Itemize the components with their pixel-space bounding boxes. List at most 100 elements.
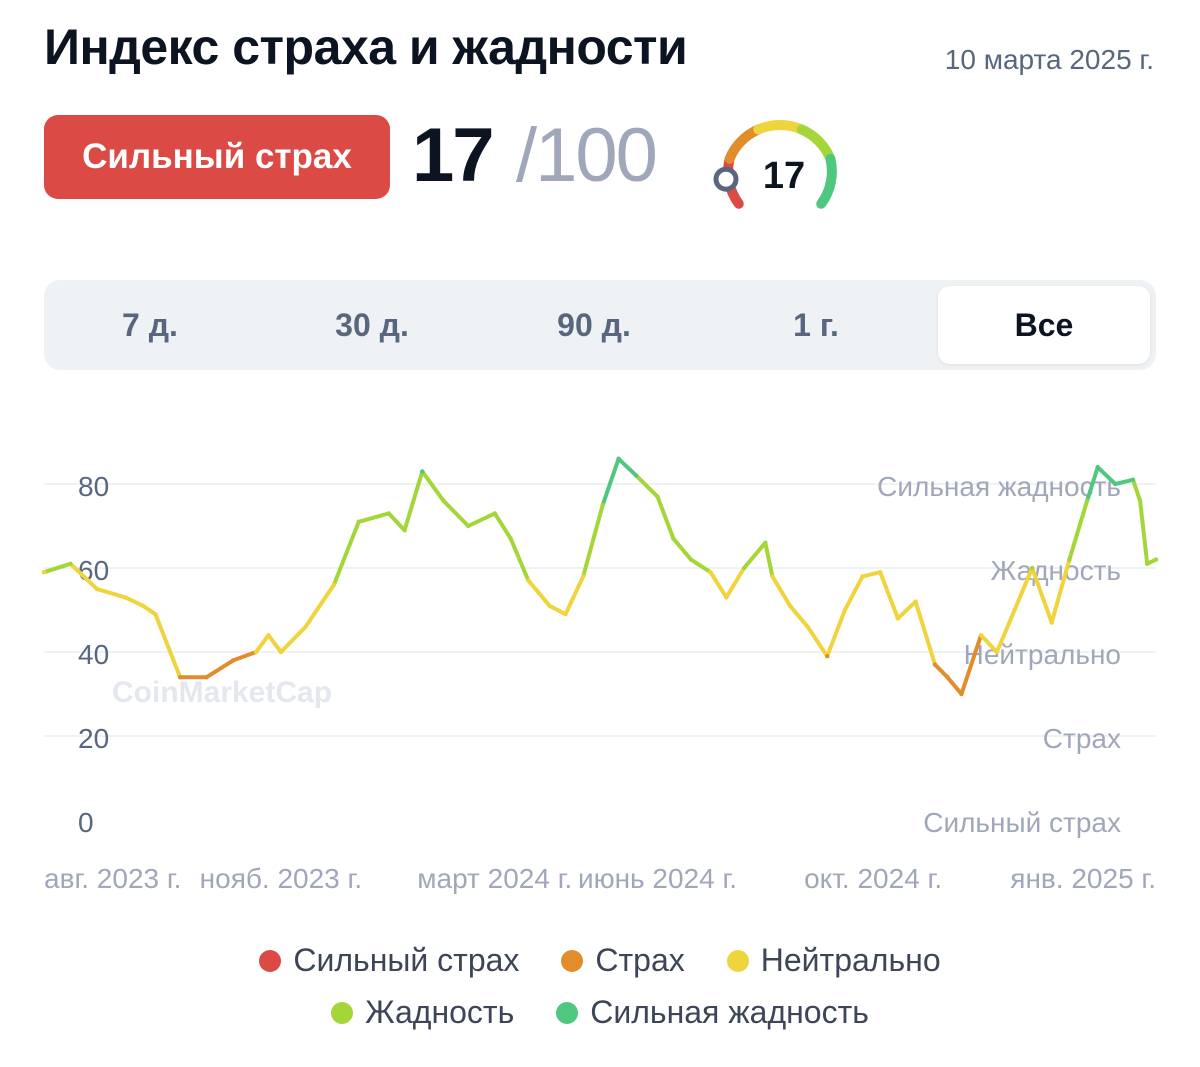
series-line-segment [1049, 557, 1072, 625]
gauge-indicator [713, 166, 739, 192]
series-line-segment [402, 469, 425, 533]
data-point [402, 528, 407, 533]
series-line-segment [526, 578, 552, 608]
legend-row: Жадность Сильная жадность [0, 994, 1200, 1031]
fear-greed-chart: CoinMarketCap 0 20 40 60 80 Сильный страх Страх… [41, 456, 1159, 894]
y-tick-label: 40 [78, 639, 109, 670]
series-line-segment [788, 603, 810, 629]
legend-label: Страх [595, 942, 685, 978]
tab-1y[interactable]: 1 г. [793, 306, 839, 343]
data-point [356, 519, 361, 524]
period-tabs: 7 д. 30 д. 90 д. 1 г. Все [44, 280, 1156, 370]
data-point [266, 633, 271, 638]
series-line-segment [671, 536, 693, 562]
data-point [1153, 557, 1159, 562]
series-line-segment [742, 540, 768, 570]
series-line-segment [1095, 465, 1118, 486]
series-line-segment [254, 633, 271, 654]
tab-30d[interactable]: 30 д. [335, 306, 409, 343]
data-point [123, 595, 128, 600]
series-line-segment [708, 570, 729, 600]
series-line-segment [204, 658, 236, 680]
series-line-segment [303, 582, 336, 629]
series-line-segment [1030, 566, 1054, 625]
data-point [763, 540, 768, 545]
data-point [68, 561, 73, 566]
series-line-segment [945, 675, 964, 696]
data-point [825, 654, 830, 659]
legend-item-fear: Страх [561, 942, 685, 979]
data-point [441, 498, 446, 503]
series-line-segment [1138, 498, 1150, 566]
greed-dot-icon [331, 1001, 354, 1024]
data-point [1049, 620, 1054, 625]
data-point [787, 603, 793, 608]
data-point [547, 603, 552, 608]
data-point [708, 570, 713, 575]
legend-label: Нейтрально [760, 942, 941, 978]
series-line-segment [68, 561, 99, 591]
data-point [895, 616, 901, 621]
data-point [41, 570, 47, 575]
data-point [655, 494, 660, 499]
date-label: 10 марта 2025 г. [944, 44, 1154, 75]
series-line-segment [1131, 477, 1143, 503]
series-line-segment [547, 603, 568, 617]
data-point [581, 574, 586, 579]
series-line-segment [95, 587, 128, 600]
tab-90d[interactable]: 90 д. [557, 306, 631, 343]
x-tick-label: окт. 2024 г. [804, 863, 942, 894]
data-point [959, 691, 964, 697]
legend-label: Сильная жадность [590, 994, 869, 1030]
neutral-dot-icon [726, 949, 749, 972]
series-line-segment [994, 608, 1017, 654]
gauge-segment-fear [724, 124, 764, 164]
data-point [420, 469, 425, 474]
data-point [253, 649, 259, 655]
series-line-segment [153, 612, 183, 680]
extreme-greed-dot-icon [556, 1001, 579, 1024]
tab-all[interactable]: Все [938, 286, 1150, 364]
series-line-segment [356, 511, 391, 524]
score-max: /100 [516, 113, 658, 198]
data-point [231, 658, 236, 663]
zone-label: Сильная жадность [877, 471, 1121, 502]
zone-label: Сильный страх [923, 807, 1121, 838]
series-line-segment [805, 624, 830, 659]
extreme-fear-dot-icon [259, 949, 282, 972]
series-line-segment [600, 456, 621, 507]
data-point [94, 586, 100, 592]
series-line-segment [878, 570, 900, 621]
series-line-segment [860, 570, 883, 579]
data-point [860, 574, 865, 579]
series-line-segment [959, 633, 983, 696]
series-line-segment [42, 561, 73, 575]
series-line-segment [895, 599, 918, 621]
status-badge: Сильный страх [44, 115, 390, 199]
data-point [945, 675, 950, 680]
series-line-segment [616, 456, 639, 478]
data-point [634, 473, 639, 478]
legend-label: Жадность [365, 994, 515, 1030]
series-line-segment [266, 633, 283, 654]
data-point [526, 578, 531, 583]
series-line-segment [770, 574, 792, 608]
x-tick-label: июнь 2024 г. [578, 863, 737, 894]
series-line-segment [1085, 465, 1100, 503]
y-tick-label: 0 [78, 807, 94, 838]
series-line-segment [278, 624, 308, 654]
series-line-segment [331, 519, 361, 587]
series-line-segment [933, 662, 950, 680]
legend-item-greed: Жадность [331, 994, 514, 1031]
legend-row: Сильный страх Страх Нейтрально [0, 942, 1200, 979]
series-line-segment [466, 511, 497, 528]
x-tick-label: авг. 2023 г. [44, 863, 181, 894]
data-point [842, 607, 848, 613]
data-point [932, 662, 938, 667]
data-point [1012, 607, 1017, 613]
data-point [466, 523, 471, 529]
series-line-segment [123, 595, 145, 608]
series-line-segment [825, 608, 847, 659]
tab-7d[interactable]: 7 д. [122, 306, 178, 343]
series-line-segment [386, 511, 407, 533]
